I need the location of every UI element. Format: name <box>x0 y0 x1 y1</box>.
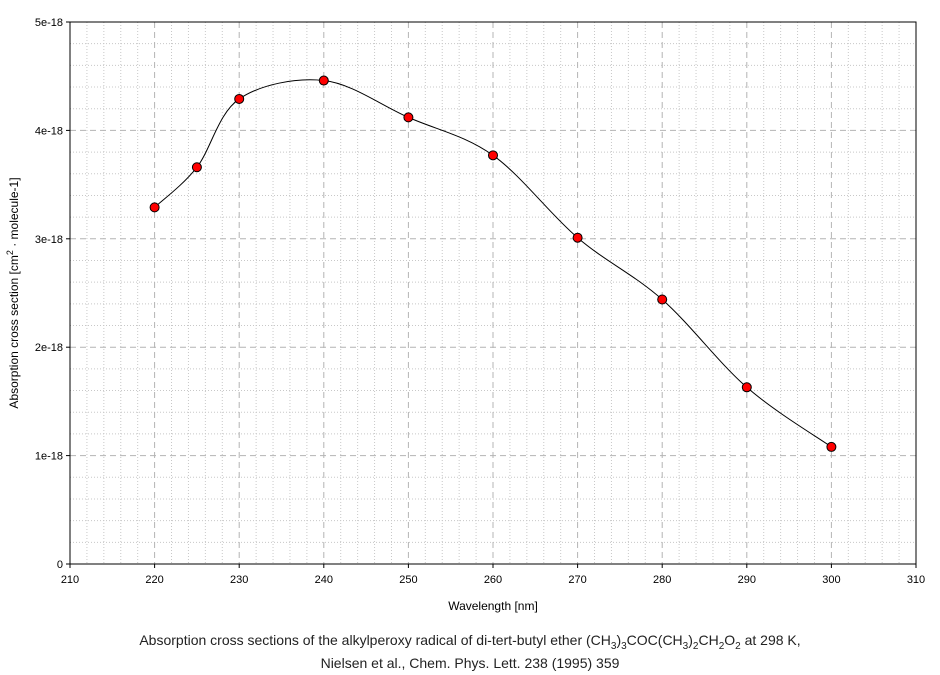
data-point <box>403 112 414 123</box>
y-axis-label: Absorption cross section [cm2 · molecule… <box>5 177 21 408</box>
y-tick-label: 4e-18 <box>35 125 63 137</box>
y-tick-label: 1e-18 <box>35 451 63 463</box>
data-point <box>234 93 245 104</box>
y-tick-label: 0 <box>57 559 63 571</box>
data-point <box>318 75 329 86</box>
x-tick-label: 290 <box>738 574 756 586</box>
data-point <box>741 382 752 393</box>
x-tick-label: 250 <box>399 574 417 586</box>
y-axis-ticks: 0 1e-18 2e-18 3e-18 4e-18 5e-18 <box>35 17 70 571</box>
data-point <box>488 150 498 161</box>
x-tick-label: 260 <box>484 574 502 586</box>
data-point <box>657 294 668 305</box>
x-tick-label: 240 <box>315 574 333 586</box>
x-tick-label: 310 <box>907 574 925 586</box>
data-point <box>826 441 837 452</box>
x-axis-ticks: 210 220 230 240 250 260 270 280 290 300 310 <box>61 564 925 586</box>
major-grid <box>70 22 916 564</box>
data-point <box>572 232 583 243</box>
y-tick-label: 5e-18 <box>35 17 63 29</box>
data-point <box>191 162 202 173</box>
x-tick-label: 230 <box>230 574 248 586</box>
series-line <box>154 79 832 448</box>
y-tick-label: 3e-18 <box>35 234 63 246</box>
y-tick-label: 2e-18 <box>35 342 63 354</box>
series-markers <box>149 75 837 452</box>
x-tick-label: 280 <box>653 574 671 586</box>
data-point <box>149 202 160 213</box>
x-axis-label: Wavelength [nm] <box>448 599 538 613</box>
minor-grid <box>70 22 916 564</box>
x-tick-label: 270 <box>568 574 586 586</box>
chart-caption-line-2: Nielsen et al., Chem. Phys. Lett. 238 (1… <box>320 655 620 671</box>
x-tick-label: 220 <box>145 574 163 586</box>
chart-caption-line-1: Absorption cross sections of the alkylpe… <box>139 632 801 652</box>
chart: 210 220 230 240 250 260 270 280 290 300 310 0 1e-18… <box>5 17 925 613</box>
x-tick-label: 300 <box>822 574 840 586</box>
x-tick-label: 210 <box>61 574 79 586</box>
